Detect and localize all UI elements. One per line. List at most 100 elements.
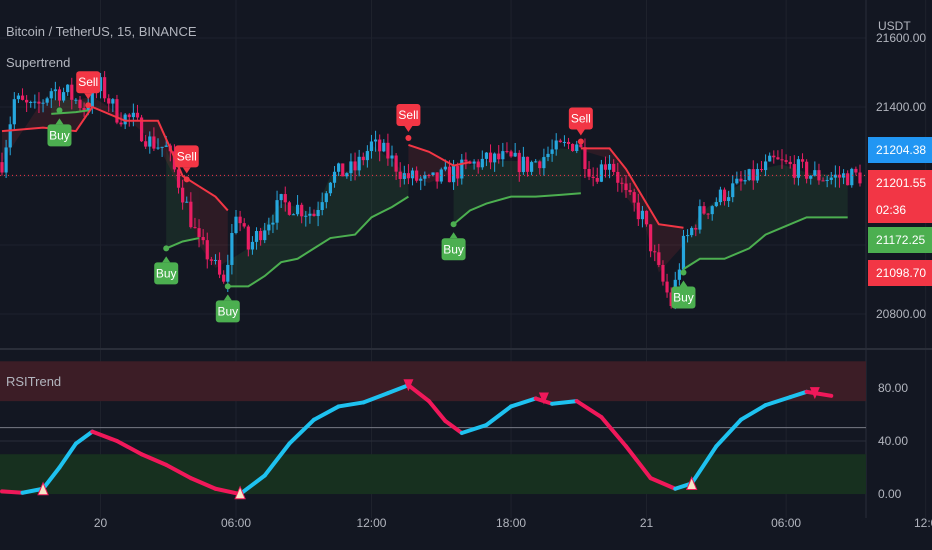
rsi-segment bbox=[484, 404, 514, 428]
supertrend-up-line-fill bbox=[453, 148, 581, 225]
candle-up bbox=[332, 171, 337, 183]
rsi-segment bbox=[788, 389, 809, 400]
supertrend-up-line bbox=[165, 237, 200, 250]
candle-up bbox=[768, 155, 772, 162]
candle-up bbox=[402, 173, 406, 179]
candle-up bbox=[562, 141, 567, 143]
rsi-tick: 80.00 bbox=[878, 381, 908, 395]
rsi-down-arrow bbox=[809, 387, 820, 400]
candle-up bbox=[49, 91, 53, 99]
grid bbox=[0, 0, 932, 518]
candle-down bbox=[739, 178, 743, 182]
supertrend-down-line bbox=[408, 143, 471, 167]
candle-up bbox=[41, 102, 45, 104]
candle-down bbox=[632, 192, 636, 203]
candle-up bbox=[850, 168, 854, 186]
candle-down bbox=[854, 168, 858, 173]
candle-down bbox=[653, 251, 657, 253]
rsi-trend-label[interactable]: RSITrend bbox=[6, 374, 62, 389]
rsi-segment bbox=[763, 395, 793, 408]
rsi-segment bbox=[648, 476, 678, 491]
rsi-segment bbox=[238, 473, 267, 497]
candle-down bbox=[772, 155, 776, 158]
candle-up bbox=[66, 84, 70, 93]
candle-up bbox=[599, 164, 603, 182]
candle-down bbox=[616, 171, 620, 183]
candle-up bbox=[484, 152, 489, 159]
signal-text: Sell bbox=[571, 111, 591, 125]
candle-down bbox=[209, 259, 213, 261]
signal-pointer bbox=[404, 126, 413, 132]
signal-text: Buy bbox=[49, 128, 70, 142]
candle-up bbox=[345, 173, 349, 177]
rsi-arrows bbox=[37, 379, 820, 500]
time-tick: 21 bbox=[640, 516, 654, 530]
candle-down bbox=[238, 216, 242, 224]
candle-down bbox=[805, 161, 809, 179]
signal-text: Sell bbox=[398, 108, 418, 122]
rsi-segment bbox=[509, 396, 538, 409]
signal-badge bbox=[568, 107, 593, 130]
symbol-title[interactable]: Bitcoin / TetherUS, 15, BINANCE bbox=[6, 24, 197, 39]
candle-up bbox=[841, 173, 846, 178]
candle-down bbox=[636, 202, 640, 220]
rsi-up-arrow bbox=[234, 485, 246, 500]
candle-up bbox=[677, 269, 681, 280]
rsi-segment bbox=[361, 391, 390, 405]
candle-down bbox=[70, 84, 74, 100]
rsi-segment bbox=[41, 465, 62, 491]
candle-down bbox=[837, 174, 842, 178]
price-badge-label: 21204.38 bbox=[876, 143, 926, 157]
candle-down bbox=[0, 162, 4, 173]
candle-down bbox=[242, 223, 246, 227]
candle-up bbox=[4, 147, 8, 173]
signal-dot bbox=[224, 283, 231, 290]
signal-text: Buy bbox=[443, 242, 464, 256]
candle-down bbox=[788, 161, 792, 165]
candle-down bbox=[817, 170, 821, 181]
signal-badge bbox=[671, 286, 696, 309]
rsi-segment bbox=[90, 429, 119, 443]
rsi-segment bbox=[312, 404, 341, 422]
candle-down bbox=[144, 141, 148, 147]
rsi-segment bbox=[599, 415, 628, 449]
rsi-overbought-zone bbox=[0, 361, 866, 402]
rsi-segment bbox=[443, 419, 464, 435]
candle-down bbox=[661, 264, 665, 282]
supertrend-signals: Buy Sell Sell Buy Buy Sell Buy Sell Buy bbox=[47, 71, 696, 323]
candle-down bbox=[172, 151, 177, 170]
candle-down bbox=[644, 210, 649, 225]
candle-up bbox=[365, 151, 369, 161]
axes: 21600.00 21400.00 20800.00 21204.38 21201.55… bbox=[0, 31, 932, 530]
candle-down bbox=[780, 159, 784, 161]
candle-up bbox=[304, 215, 308, 217]
candle-down bbox=[488, 152, 493, 163]
candle-down bbox=[649, 224, 653, 252]
candle-up bbox=[295, 204, 300, 215]
candle-down bbox=[579, 144, 583, 148]
candle-up bbox=[123, 114, 127, 125]
candle-down bbox=[603, 164, 608, 170]
candle-up bbox=[813, 170, 817, 176]
rsi-segment bbox=[114, 438, 144, 457]
candle-down bbox=[25, 99, 29, 103]
rsi-segment bbox=[213, 486, 243, 497]
candle-down bbox=[119, 122, 123, 125]
candle-down bbox=[505, 151, 509, 153]
candle-up bbox=[607, 163, 612, 170]
signal-pointer bbox=[679, 280, 688, 287]
candle-up bbox=[419, 178, 423, 181]
signal-dot bbox=[405, 135, 412, 141]
candle-up bbox=[230, 233, 234, 265]
candle-up bbox=[690, 227, 694, 236]
price-badge bbox=[868, 227, 932, 253]
signal-pointer bbox=[182, 167, 191, 174]
candle-up bbox=[316, 209, 320, 217]
candle-up bbox=[349, 161, 353, 174]
price-badge bbox=[868, 197, 932, 223]
candle-up bbox=[439, 169, 443, 182]
supertrend-label[interactable]: Supertrend bbox=[6, 55, 71, 70]
signal-pointer bbox=[55, 118, 64, 125]
time-tick: 20 bbox=[94, 516, 108, 530]
